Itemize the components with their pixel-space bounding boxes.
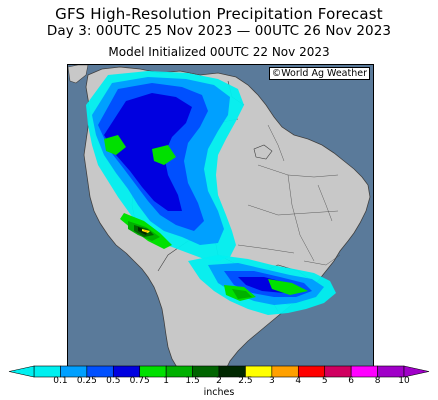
- colorbar-units: inches: [203, 387, 235, 398]
- map-credit: ©World Ag Weather: [268, 67, 370, 80]
- precip-zone-075: [104, 93, 192, 211]
- colorbar-tick-label: 10: [398, 376, 410, 386]
- colorbar-tick-label: 3: [268, 376, 275, 386]
- map-canvas: [68, 65, 373, 369]
- model-run-label: Model Initialized 00UTC 22 Nov 2023: [108, 45, 330, 59]
- precipitation-colorbar: [8, 365, 430, 378]
- chart-title: GFS High-Resolution Precipitation Foreca…: [55, 5, 383, 23]
- valid-period: Day 3: 00UTC 25 Nov 2023 — 00UTC 26 Nov …: [46, 23, 392, 39]
- precipitation-map: ©World Ag Weather: [67, 64, 374, 370]
- colorbar-right-arrow: [403, 365, 430, 378]
- colorbar-swatch: [271, 365, 299, 378]
- colorbar-swatch: [297, 365, 326, 378]
- colorbar-tick-label: 5: [321, 376, 328, 386]
- colorbar-tick-label: 0.75: [129, 376, 150, 386]
- colorbar-tick-label: 0.5: [106, 376, 121, 386]
- colorbar-tick-label: 8: [374, 376, 381, 386]
- central-america: [68, 65, 89, 84]
- colorbar-tick-label: 0.25: [76, 376, 97, 386]
- colorbar-left-arrow: [8, 365, 35, 378]
- colorbar-tick-label: 1.5: [185, 376, 200, 386]
- colorbar-tick-label: 6: [348, 376, 355, 386]
- colorbar-tick-label: 1: [163, 376, 170, 386]
- precip-zone-1-central: [152, 145, 176, 165]
- marajo-island: [253, 144, 273, 160]
- colorbar-tick-label: 2: [216, 376, 222, 386]
- colorbar-tick-label: 0.1: [53, 376, 68, 386]
- colorbar-swatch: [350, 365, 378, 378]
- colorbar-swatch: [324, 365, 352, 378]
- precip-zone-1-north: [104, 135, 126, 155]
- precip-zone-15-south: [232, 289, 252, 299]
- precip-zone-4: [144, 230, 148, 232]
- precipitation-overlay: [86, 71, 336, 315]
- precip-zone-1-east: [268, 279, 308, 295]
- state-borders: [237, 124, 341, 266]
- colorbar-tick-label: 4: [295, 376, 302, 386]
- colorbar-tick-label: 2.5: [238, 376, 253, 386]
